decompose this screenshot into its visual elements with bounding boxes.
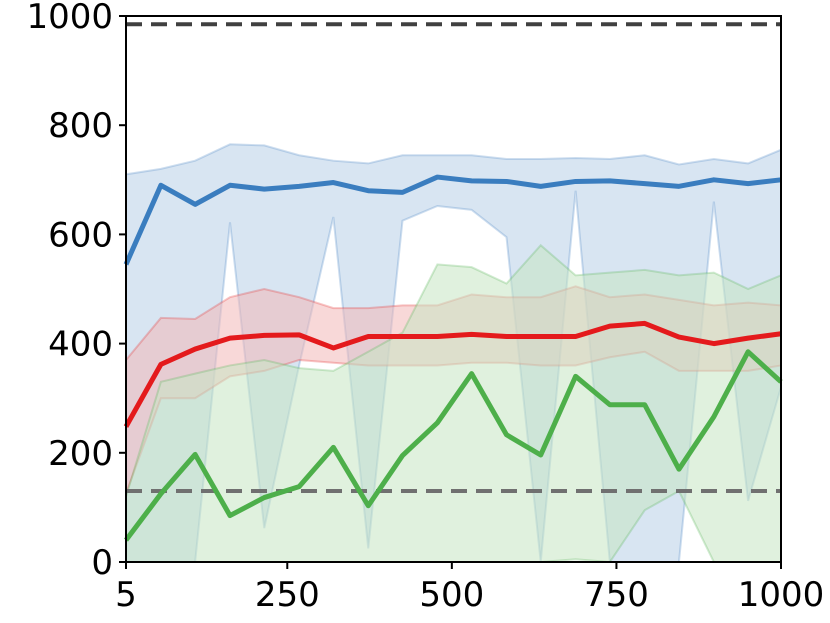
reference-lines [126,22,781,494]
axes: 5 250 500 750 1000 0 200 400 600 800 1000 [26,0,824,615]
series-lines [123,174,783,542]
series-1-line [123,174,782,266]
confidence-bands [125,143,782,564]
y-tick-label: 1000 [26,0,113,37]
y-tick-label: 600 [48,215,113,255]
series-3-line [124,349,783,542]
x-tick-label: 500 [419,575,484,615]
y-tick-label: 800 [48,106,113,146]
x-tick-label: 5 [115,575,137,615]
y-tick-label: 200 [48,434,113,474]
x-axis-ticks: 5 250 500 750 1000 [115,562,824,615]
y-axis-ticks: 0 200 400 600 800 1000 [26,0,126,583]
y-tick-label: 0 [91,543,113,583]
x-tick-label: 1000 [738,575,825,615]
x-tick-label: 750 [584,575,649,615]
series-2-line [123,320,782,428]
plot-frame [125,15,782,563]
y-tick-label: 400 [48,325,113,365]
x-tick-label: 250 [255,575,320,615]
